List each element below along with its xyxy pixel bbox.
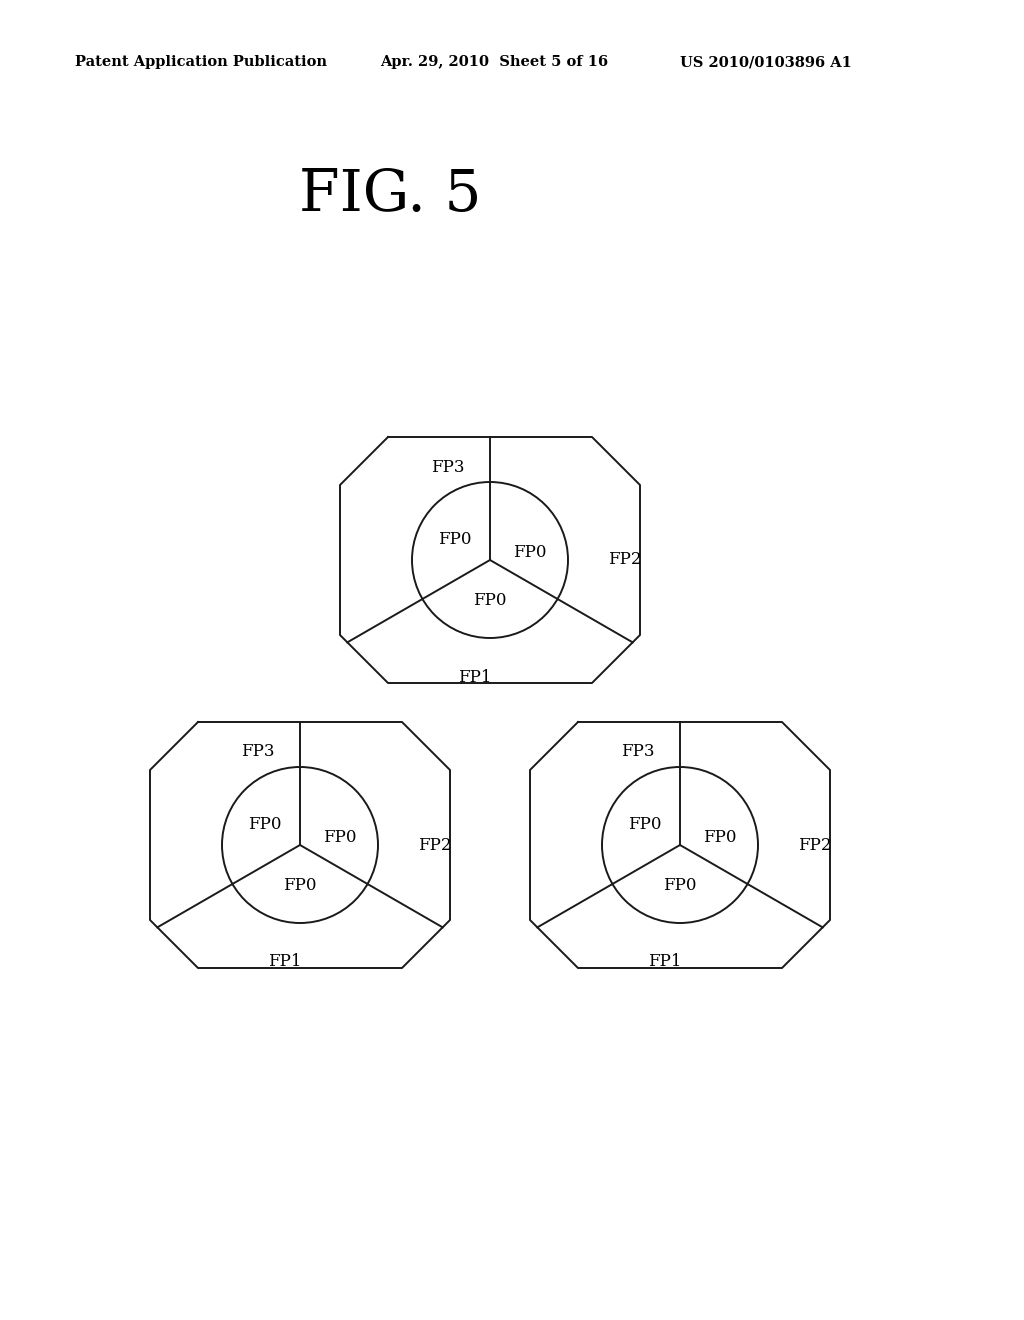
Text: FP3: FP3 (431, 458, 465, 475)
Text: US 2010/0103896 A1: US 2010/0103896 A1 (680, 55, 852, 69)
Text: FP0: FP0 (438, 531, 472, 548)
Text: FP3: FP3 (622, 743, 654, 760)
Text: FP0: FP0 (703, 829, 736, 846)
Text: FP0: FP0 (324, 829, 356, 846)
Text: FP0: FP0 (664, 876, 696, 894)
Text: FP1: FP1 (648, 953, 682, 970)
Text: FP2: FP2 (799, 837, 831, 854)
Text: FP0: FP0 (628, 816, 662, 833)
Text: FP1: FP1 (268, 953, 302, 970)
Text: FP0: FP0 (284, 876, 316, 894)
Text: FP2: FP2 (418, 837, 452, 854)
Text: FIG. 5: FIG. 5 (299, 168, 481, 223)
Text: FP3: FP3 (242, 743, 274, 760)
Text: FP1: FP1 (459, 668, 492, 685)
Text: FP2: FP2 (608, 552, 642, 569)
Text: Apr. 29, 2010  Sheet 5 of 16: Apr. 29, 2010 Sheet 5 of 16 (380, 55, 608, 69)
Text: FP0: FP0 (473, 593, 507, 609)
Text: FP0: FP0 (513, 544, 547, 561)
Text: Patent Application Publication: Patent Application Publication (75, 55, 327, 69)
Text: FP0: FP0 (248, 816, 282, 833)
